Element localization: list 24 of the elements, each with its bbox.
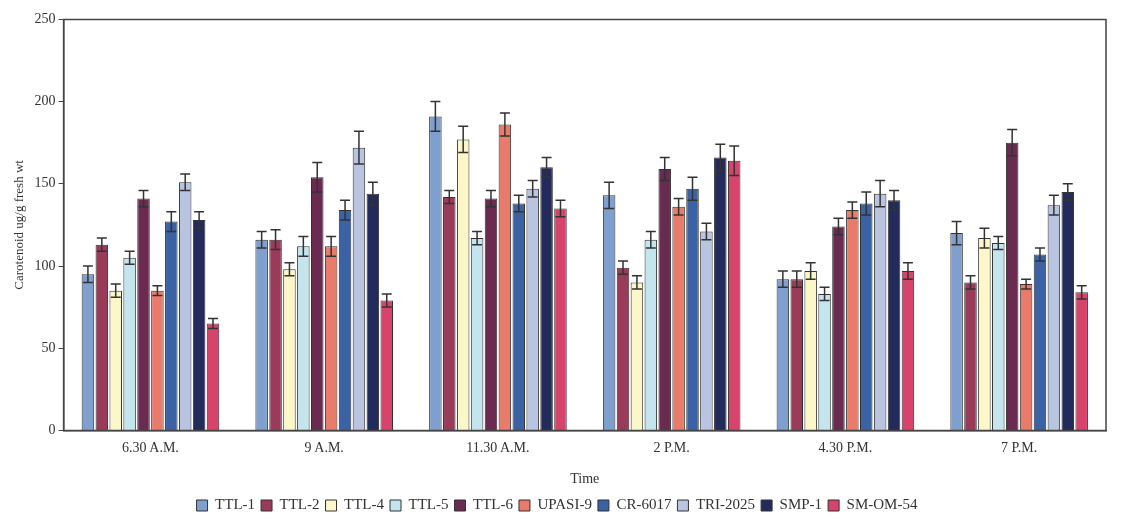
x-tick-label: 4.30 P.M. <box>818 440 873 456</box>
x-tick-label: 2 P.M. <box>653 440 690 456</box>
x-tick-label: 9 A.M. <box>304 440 344 456</box>
legend-label: SM-OM-54 <box>846 496 918 513</box>
y-tick-label: 100 <box>34 257 56 273</box>
y-tick-label: 250 <box>34 11 56 27</box>
x-tick-label: 6.30 A.M. <box>122 440 179 456</box>
y-tick-label: 150 <box>34 175 56 191</box>
legend-label: TTL-2 <box>279 496 320 513</box>
y-tick-label: 50 <box>41 339 56 355</box>
legend-label: TTL-4 <box>344 496 385 513</box>
legend-label: TTL-5 <box>408 496 449 513</box>
x-tick-label: 11.30 A.M. <box>466 440 530 456</box>
legend-label: CR-6017 <box>616 496 672 513</box>
y-axis-title: Carotenoid ug/g fresh wt <box>11 159 27 290</box>
legend-label: TTL-6 <box>472 496 514 513</box>
y-tick-label: 0 <box>48 422 56 438</box>
legend-label: TRI-2025 <box>695 496 756 513</box>
legend-label: UPASI-9 <box>537 496 592 513</box>
x-tick-label: 7 P.M. <box>1001 440 1038 456</box>
legend-label: TTL-1 <box>215 496 256 513</box>
x-axis-title: Time <box>570 471 600 487</box>
y-tick-label: 200 <box>34 93 56 109</box>
legend-label: SMP-1 <box>779 496 823 513</box>
